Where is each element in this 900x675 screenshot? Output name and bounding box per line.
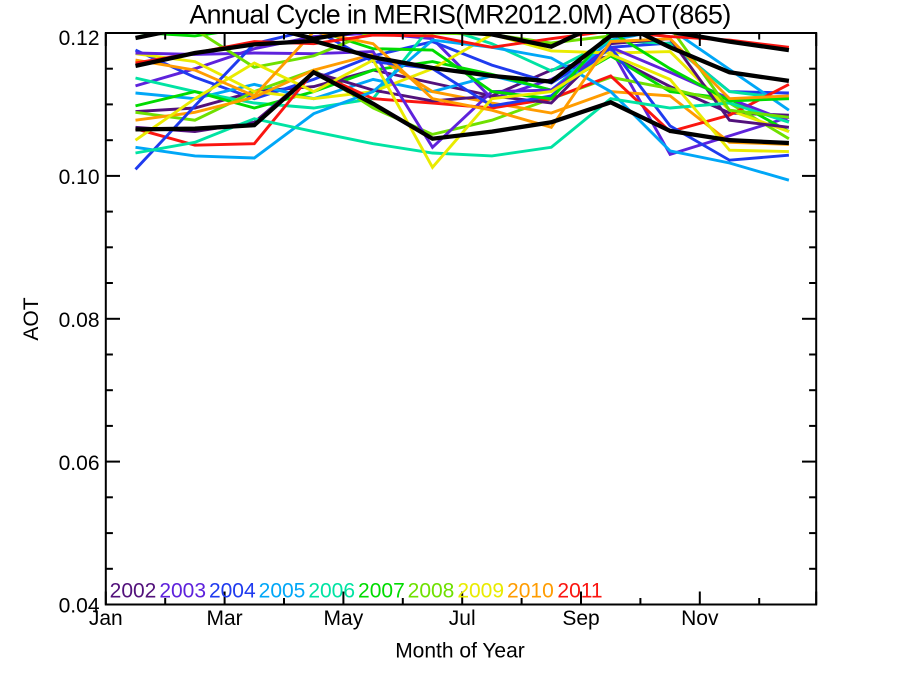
svg-text:Sep: Sep [562, 607, 599, 630]
svg-text:2002: 2002 [110, 580, 157, 603]
svg-text:2010: 2010 [507, 580, 554, 603]
svg-text:Jul: Jul [449, 607, 476, 630]
svg-text:2008: 2008 [408, 580, 455, 603]
svg-text:Month of Year: Month of Year [395, 640, 525, 663]
svg-text:0.12: 0.12 [59, 27, 100, 50]
svg-text:Nov: Nov [681, 607, 719, 630]
svg-text:0.08: 0.08 [59, 309, 100, 332]
svg-text:May: May [324, 607, 364, 630]
svg-text:Annual Cycle in MERIS(MR2012.0: Annual Cycle in MERIS(MR2012.0M) AOT(865… [189, 0, 730, 30]
svg-text:2007: 2007 [358, 580, 405, 603]
svg-text:2003: 2003 [159, 580, 206, 603]
svg-text:2006: 2006 [308, 580, 355, 603]
svg-text:2011: 2011 [557, 580, 602, 603]
svg-text:Mar: Mar [207, 607, 243, 630]
svg-text:0.10: 0.10 [59, 166, 100, 189]
svg-text:0.04: 0.04 [59, 595, 100, 618]
svg-text:0.06: 0.06 [59, 452, 100, 475]
svg-text:2004: 2004 [209, 580, 256, 603]
svg-text:2005: 2005 [259, 580, 306, 603]
svg-text:AOT: AOT [20, 297, 43, 340]
svg-text:2009: 2009 [457, 580, 504, 603]
svg-text:Jan: Jan [89, 607, 123, 630]
